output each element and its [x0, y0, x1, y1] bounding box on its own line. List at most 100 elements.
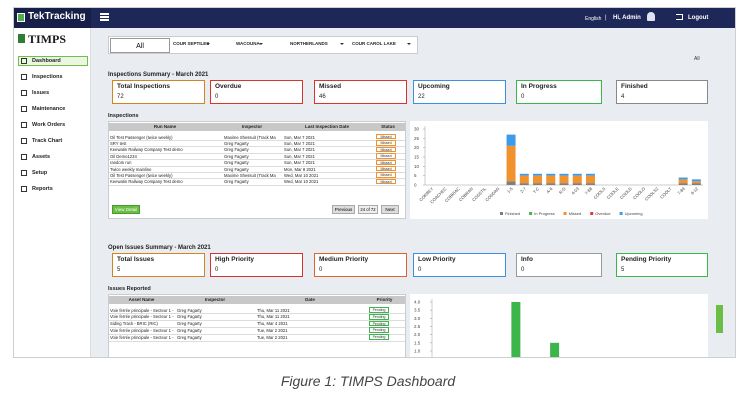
bar-segment: [572, 175, 582, 184]
menu-item[interactable]: Track Chart: [32, 138, 63, 144]
view-detail-button[interactable]: View Detail: [112, 205, 140, 214]
cell: Oil Demo1234: [110, 153, 137, 159]
cell: Greg Fagarty: [177, 334, 202, 340]
brand-box: [14, 8, 91, 28]
menu-item[interactable]: Setup: [32, 170, 48, 176]
filter-dropdown[interactable]: WACOUNA: [236, 41, 260, 46]
pager-next[interactable]: Next: [381, 205, 399, 214]
language[interactable]: English: [585, 16, 602, 22]
summary-card: [314, 80, 407, 104]
filter-dropdown[interactable]: COUR CAROL LAKE: [352, 41, 396, 46]
user-icon: [647, 12, 655, 21]
bar-segment: [546, 175, 556, 184]
row-line: [109, 326, 405, 328]
cell: random run: [110, 160, 132, 166]
bar-segment: [678, 179, 688, 184]
menu-icon: [21, 58, 27, 64]
legend-label: Overdue: [595, 211, 611, 216]
bar-segment: [572, 173, 582, 176]
menu-item[interactable]: Assets: [32, 154, 51, 160]
summary-card: [210, 80, 303, 104]
menu-item[interactable]: Inspections: [32, 74, 63, 80]
x-tick-label: 7-88: [584, 186, 594, 196]
filter-bar: [108, 36, 418, 54]
status-badge: Missed: [376, 178, 396, 185]
x-tick-label: 2-7: [519, 186, 527, 194]
y-tick-label: 3.5: [414, 308, 421, 313]
summary-card: [112, 80, 205, 104]
cell: Wed, Mar 10 2021: [284, 172, 319, 178]
section-title: Open Issues Summary - March 2021: [108, 245, 211, 251]
side-tab: [716, 305, 723, 333]
cell: Sun, Mar 7 2021: [284, 140, 315, 146]
filter-right: All: [694, 56, 700, 62]
column-header: Inspector: [204, 297, 226, 302]
brand-icon: [17, 13, 25, 22]
menu-item[interactable]: Maintenance: [32, 106, 66, 112]
logout[interactable]: Logout: [688, 15, 709, 21]
logo: TIMPS: [28, 32, 67, 46]
menu-toggle[interactable]: [100, 13, 109, 15]
row-line: [109, 152, 405, 154]
summary-card: [516, 80, 602, 104]
legend-swatch: [500, 212, 503, 215]
bar-segment: [519, 175, 529, 184]
filter-dropdown[interactable]: NORTHERLANDS: [290, 41, 328, 46]
card-value: 46: [319, 94, 326, 100]
topbar: [14, 8, 735, 28]
status-badge: Pending: [369, 307, 389, 313]
cell: Twice weekly mainline: [110, 166, 152, 172]
menu-item[interactable]: Dashboard: [32, 58, 61, 64]
summary-card: [210, 253, 303, 277]
bar-segment: [691, 183, 701, 185]
column-header: Priority: [376, 297, 393, 302]
filter-dropdown[interactable]: COUR SEPTILES: [173, 41, 210, 46]
row-line: [109, 340, 405, 342]
bar-segment: [678, 177, 688, 180]
bar-segment: [678, 183, 688, 185]
x-tick-label: COOLS: [593, 186, 607, 200]
cell: Keewatin Railway Company Test demo: [110, 179, 183, 185]
section-title: Inspections Summary - March 2021: [108, 72, 209, 78]
column-header: Last Inspection Date: [304, 124, 349, 129]
y-tick-label: 0: [414, 183, 417, 188]
menu-icon: [21, 122, 27, 128]
cell: Voie ferrée principale - Secteur 1 -: [110, 314, 174, 320]
summary-card: [413, 80, 506, 104]
inspections-chart: 051015202530CORBEYCOACHECCOBRIACCOBRANCO…: [410, 121, 708, 219]
filter-all[interactable]: All: [110, 38, 170, 53]
menu-item[interactable]: Work Orders: [32, 122, 66, 128]
y-tick-label: 25: [414, 136, 420, 141]
menu-item[interactable]: Reports: [32, 186, 53, 192]
cell: Sun, Mar 7 2021: [284, 147, 315, 153]
cell: Maxime Shessuit (Track Ma: [224, 172, 276, 178]
pager-prev[interactable]: Previous: [332, 205, 355, 214]
legend-swatch: [529, 212, 533, 215]
bar-segment: [546, 183, 556, 185]
x-tick-label: 9-12: [690, 186, 700, 196]
x-tick-label: 7-89: [676, 186, 686, 196]
x-tick-label: A-6: [545, 186, 554, 195]
cell: SRY test: [110, 140, 127, 146]
status-badge: Pending: [369, 334, 389, 340]
bar-segment: [533, 175, 543, 184]
card-label: Missed: [319, 83, 342, 90]
card-label: Medium Priority: [319, 256, 369, 263]
summary-card: [413, 253, 506, 277]
legend-swatch: [563, 212, 567, 215]
cell: Sun, Mar 7 2021: [284, 134, 315, 140]
cell: Thu, Mar 11 2021: [257, 314, 290, 320]
brand: TekTracking: [28, 11, 86, 22]
y-tick-label: 30: [414, 127, 420, 132]
status-badge: Missed: [376, 166, 396, 172]
y-tick-label: 20: [414, 145, 420, 150]
logo-icon: [18, 34, 25, 43]
cell: Greg Fagarty: [177, 327, 202, 333]
menu-item[interactable]: Issues: [32, 90, 50, 96]
card-value: 0: [215, 94, 219, 100]
card-value: 0: [215, 267, 219, 273]
table-box: [108, 294, 406, 357]
bar: [511, 302, 521, 357]
cell: Mon, Mar 8 2021: [284, 166, 316, 172]
